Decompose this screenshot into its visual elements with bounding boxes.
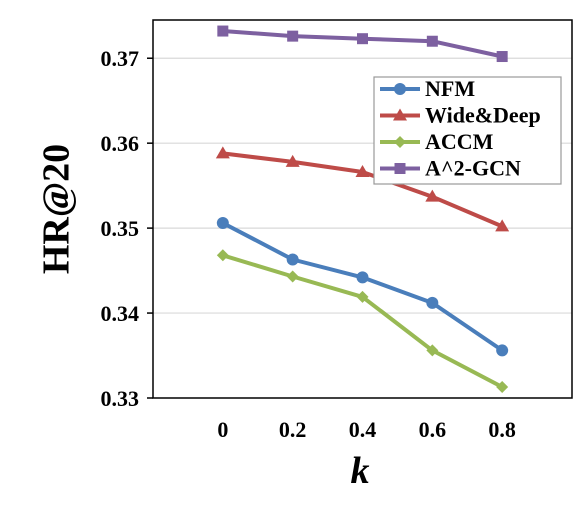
series-group bbox=[215, 25, 510, 393]
data-point bbox=[216, 249, 229, 262]
series-line bbox=[221, 221, 504, 353]
data-point bbox=[216, 217, 229, 230]
series-a-2-gcn bbox=[217, 25, 508, 63]
data-point bbox=[495, 219, 510, 232]
data-point bbox=[215, 146, 230, 159]
y-tick-label: 0.33 bbox=[101, 386, 140, 411]
data-point bbox=[287, 30, 299, 42]
x-axis-ticks: 0 0.2 0.4 0.6 0.8 bbox=[217, 417, 516, 442]
data-point bbox=[285, 154, 300, 167]
series-nfm bbox=[216, 217, 509, 357]
y-axis-title: HR@20 bbox=[36, 144, 78, 274]
series-accm bbox=[216, 249, 509, 393]
data-point bbox=[357, 33, 368, 45]
x-tick-label: 0 bbox=[217, 417, 228, 442]
legend-item: NFM bbox=[380, 76, 475, 101]
legend-label: ACCM bbox=[425, 129, 494, 154]
y-tick-label: 0.34 bbox=[101, 301, 140, 326]
legend-marker bbox=[394, 83, 406, 95]
legend-item: A^2-GCN bbox=[380, 156, 521, 181]
y-tick-label: 0.36 bbox=[101, 131, 140, 156]
x-tick-label: 0.4 bbox=[349, 417, 377, 442]
data-point bbox=[356, 271, 369, 284]
x-tick-label: 0.2 bbox=[279, 417, 307, 442]
data-point bbox=[426, 35, 438, 47]
legend-label: A^2-GCN bbox=[425, 156, 521, 181]
x-tick-label: 0.8 bbox=[488, 417, 516, 442]
data-point bbox=[286, 270, 299, 283]
data-point bbox=[355, 165, 370, 178]
x-tick-label: 0.6 bbox=[419, 417, 447, 442]
y-axis-ticks: 0.33 0.34 0.35 0.36 0.37 bbox=[101, 46, 153, 411]
data-point bbox=[496, 344, 509, 357]
legend-label: NFM bbox=[425, 76, 475, 101]
legend-marker bbox=[394, 163, 406, 174]
data-point bbox=[426, 344, 439, 357]
data-point bbox=[286, 253, 299, 266]
plot-area-frame bbox=[152, 19, 573, 399]
data-point bbox=[425, 189, 440, 202]
legend-item: ACCM bbox=[380, 129, 494, 154]
legend-marker bbox=[393, 108, 407, 121]
series-wide-deep bbox=[215, 146, 510, 232]
legend-label: Wide&Deep bbox=[425, 103, 541, 128]
data-point bbox=[496, 380, 509, 393]
y-tick-label: 0.37 bbox=[101, 46, 140, 71]
data-point bbox=[217, 25, 229, 37]
legend-item: Wide&Deep bbox=[380, 103, 541, 128]
legend-marker bbox=[394, 136, 406, 148]
y-tick-label: 0.35 bbox=[101, 216, 140, 241]
data-point bbox=[496, 51, 508, 63]
x-axis-title: k bbox=[351, 450, 370, 492]
data-point bbox=[356, 290, 369, 303]
data-point bbox=[426, 296, 439, 309]
